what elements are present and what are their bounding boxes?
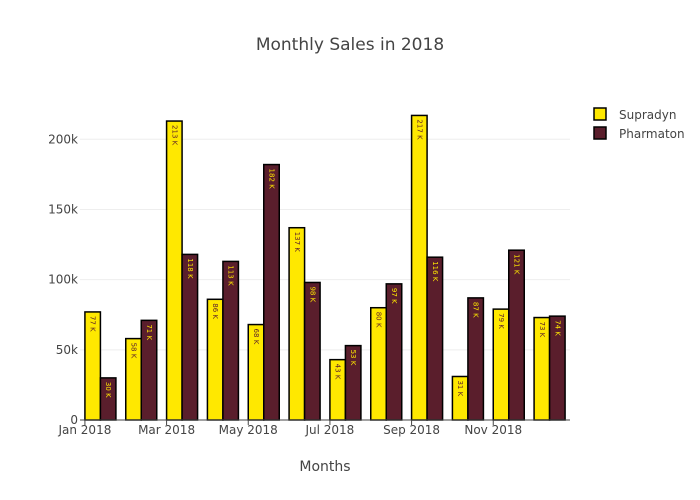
bar-label-pharmaton-aug-2018: 97 K: [390, 288, 398, 304]
bar-supradyn-jun-2018[interactable]: [288, 226, 306, 421]
bar-label-pharmaton-may-2018: 182 K: [268, 169, 276, 190]
y-tick-label: 200k: [48, 132, 78, 146]
bar-supradyn-mar-2018[interactable]: [165, 120, 183, 421]
x-tick-labels: Jan 2018 Mar 2018 May 2018 Jul 2018 Sep 2018…: [57, 420, 522, 437]
y-tick-label: 50k: [56, 343, 78, 357]
x-tick-label: Nov 2018: [464, 423, 522, 437]
bar-label-pharmaton-oct-2018: 87 K: [472, 302, 480, 318]
legend-label-pharmaton: Pharmaton: [619, 127, 685, 141]
bar-pharmaton-mar-2018[interactable]: [181, 253, 199, 421]
bars: [84, 114, 566, 421]
bar-label-pharmaton-dec-2018: 74 K: [553, 320, 561, 336]
x-tick-label: Mar 2018: [138, 423, 195, 437]
bar-label-supradyn-jun-2018: 137 K: [293, 232, 301, 253]
bar-pharmaton-aug-2018[interactable]: [385, 283, 403, 421]
bar-label-pharmaton-feb-2018: 71 K: [145, 324, 153, 340]
bar-label-supradyn-aug-2018: 80 K: [375, 312, 383, 328]
bar-label-supradyn-jul-2018: 43 K: [334, 364, 342, 380]
bar-label-pharmaton-sep-2018: 116 K: [431, 261, 439, 282]
bar-supradyn-sep-2018[interactable]: [410, 114, 428, 421]
bar-pharmaton-jun-2018[interactable]: [303, 281, 321, 421]
gridlines: [80, 138, 570, 351]
x-tick-label: May 2018: [219, 423, 278, 437]
bar-pharmaton-nov-2018[interactable]: [508, 249, 525, 421]
bar-labels: 77 K 58 K 213 K 86 K 68 K 137 K 43 K 80 K 217 K 3…: [89, 119, 562, 398]
chart-title: Monthly Sales in 2018: [256, 35, 444, 55]
bar-label-pharmaton-jun-2018: 98 K: [308, 286, 316, 302]
x-tick-label: Sep 2018: [383, 423, 440, 437]
bar-label-pharmaton-apr-2018: 113 K: [227, 265, 235, 286]
bar-label-supradyn-may-2018: 68 K: [252, 329, 260, 345]
bar-label-supradyn-jan-2018: 77 K: [89, 316, 97, 332]
legend-swatch-supradyn: [593, 107, 607, 121]
bar-label-supradyn-apr-2018: 86 K: [211, 303, 219, 319]
bar-label-pharmaton-jul-2018: 53 K: [349, 350, 357, 366]
x-tick-label: Jan 2018: [57, 423, 111, 437]
bar-label-supradyn-sep-2018: 217 K: [415, 119, 423, 140]
bar-label-pharmaton-jan-2018: 30 K: [104, 382, 112, 398]
y-tick-label: 0: [70, 413, 78, 427]
legend-item-supradyn[interactable]: Supradyn: [593, 107, 676, 122]
y-tick-labels: 0 50k 100k 150k 200k: [48, 132, 78, 427]
legend-item-pharmaton[interactable]: Pharmaton: [593, 126, 685, 141]
bar-label-supradyn-dec-2018: 73 K: [538, 322, 546, 338]
legend[interactable]: Supradyn Pharmaton: [593, 107, 685, 141]
y-tick-label: 100k: [48, 273, 78, 287]
bar-label-supradyn-nov-2018: 79 K: [497, 313, 505, 329]
bar-label-supradyn-oct-2018: 31 K: [456, 380, 464, 396]
bar-label-pharmaton-nov-2018: 121 K: [513, 254, 521, 275]
legend-label-supradyn: Supradyn: [619, 108, 676, 122]
y-tick-label: 150k: [48, 202, 78, 216]
bar-label-supradyn-feb-2018: 58 K: [130, 343, 138, 359]
x-axis-title: Months: [299, 459, 350, 475]
bar-pharmaton-may-2018[interactable]: [263, 163, 280, 421]
legend-swatch-pharmaton: [593, 126, 607, 140]
bar-label-pharmaton-mar-2018: 118 K: [186, 258, 194, 279]
x-tick-label: Jul 2018: [304, 423, 354, 437]
bar-label-supradyn-mar-2018: 213 K: [170, 125, 178, 146]
bar-pharmaton-sep-2018[interactable]: [426, 256, 444, 421]
